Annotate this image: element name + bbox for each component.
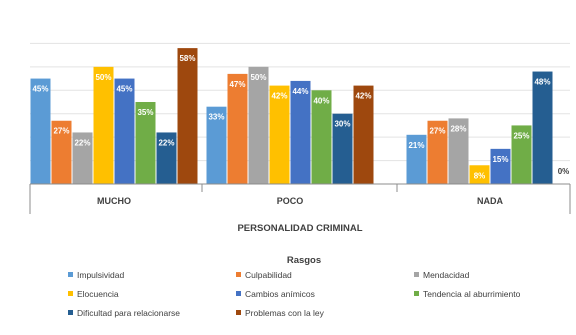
data-label: 42% — [271, 92, 287, 101]
bar — [353, 85, 374, 184]
bar — [311, 90, 332, 184]
data-label: 21% — [408, 141, 424, 150]
bar — [332, 113, 353, 184]
category-label: NADA — [477, 196, 503, 206]
bar — [290, 80, 311, 184]
legend-swatch — [68, 310, 73, 315]
bar — [511, 125, 532, 184]
data-label: 8% — [474, 171, 486, 180]
bar — [448, 118, 469, 184]
bar — [427, 120, 448, 184]
data-label: 22% — [74, 138, 90, 147]
legend-swatch — [68, 272, 73, 277]
legend-swatch — [236, 272, 241, 277]
bar — [227, 73, 248, 184]
legend-label: Problemas con la ley — [245, 308, 325, 318]
category-axis: MUCHO POCO NADA — [29, 183, 571, 214]
bar — [135, 102, 156, 184]
bar — [114, 78, 135, 184]
bar — [269, 85, 290, 184]
data-label: 45% — [116, 85, 132, 94]
bar — [51, 120, 72, 184]
category-label: MUCHO — [97, 196, 131, 206]
data-label: 0% — [558, 167, 570, 176]
legend-swatch — [236, 291, 241, 296]
legend-label: Cambios anímicos — [245, 289, 315, 299]
legend-swatch — [68, 291, 73, 296]
data-label: 35% — [137, 108, 153, 117]
data-label: 33% — [208, 113, 224, 122]
bar — [206, 106, 227, 184]
bar — [156, 132, 177, 184]
data-label: 28% — [450, 124, 466, 133]
bar — [532, 71, 553, 184]
data-label: 48% — [534, 78, 550, 87]
data-label: 25% — [513, 131, 529, 140]
bar — [30, 78, 51, 184]
bar — [93, 66, 114, 184]
data-label: 44% — [292, 87, 308, 96]
data-label: 45% — [32, 85, 48, 94]
bar — [406, 134, 427, 184]
legend-label: Tendencia al aburrimiento — [423, 289, 521, 299]
legend-title: Rasgos — [287, 255, 321, 266]
legend-swatch — [236, 310, 241, 315]
data-label: 42% — [355, 92, 371, 101]
data-label: 50% — [250, 73, 266, 82]
legend-swatch — [414, 272, 419, 277]
legend-label: Elocuencia — [77, 289, 119, 299]
bar — [72, 132, 93, 184]
data-label: 27% — [429, 127, 445, 136]
legend: Impulsividad Culpabilidad Mendacidad Elocue… — [68, 270, 521, 318]
data-label: 30% — [334, 120, 350, 129]
category-label: POCO — [277, 196, 304, 206]
data-label: 47% — [229, 80, 245, 89]
bar — [177, 48, 198, 184]
legend-swatch — [414, 291, 419, 296]
legend-label: Mendacidad — [423, 270, 470, 280]
data-label: 15% — [492, 155, 508, 164]
bars: 45% 27% 22% 50% 45% 35% 22% 58% 33% 47% 50% 42% 44% 4… — [30, 48, 570, 184]
legend-label: Dificultad para relacionarse — [77, 308, 180, 318]
x-axis-title: PERSONALIDAD CRIMINAL — [237, 223, 362, 234]
data-label: 50% — [95, 73, 111, 82]
data-label: 27% — [53, 127, 69, 136]
bar — [248, 66, 269, 184]
legend-label: Impulsividad — [77, 270, 125, 280]
data-label: 22% — [158, 138, 174, 147]
data-label: 58% — [179, 54, 195, 63]
bar — [490, 148, 511, 184]
bar — [469, 165, 490, 184]
data-label: 40% — [313, 96, 329, 105]
legend-label: Culpabilidad — [245, 270, 292, 280]
